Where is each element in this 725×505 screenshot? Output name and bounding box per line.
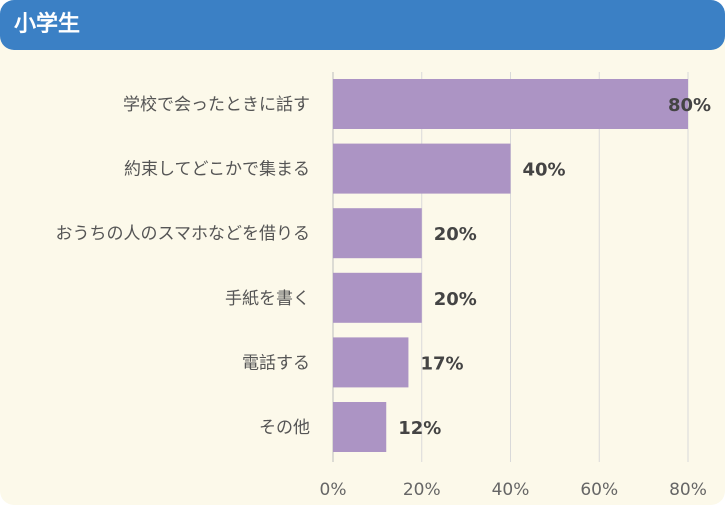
category-label: おうちの人のスマホなどを借りる [56,224,311,244]
x-tick-label: 40% [492,480,530,500]
category-label: 約束してどこかで集まる [124,160,310,180]
value-label: 17% [420,353,463,374]
value-label: 40% [523,160,566,181]
bar [333,143,511,194]
value-label: 20% [434,289,477,310]
bar [333,272,422,323]
category-label: 電話する [242,353,310,373]
x-tick-label: 60% [580,480,618,500]
value-label: 20% [434,224,477,245]
x-tick-label: 0% [320,480,347,500]
chart-header: 小学生 [0,0,725,50]
value-label: 80% [668,95,711,116]
bar [333,79,688,129]
category-label: その他 [259,418,310,438]
value-label: 12% [398,418,441,439]
chart-title: 小学生 [14,12,81,37]
bar [333,402,387,452]
bar [333,208,422,259]
x-tick-label: 80% [669,480,707,500]
category-label: 手紙を書く [225,289,310,309]
bar [333,337,409,388]
category-label: 学校で会ったときに話す [123,95,310,115]
x-tick-label: 20% [403,480,441,500]
